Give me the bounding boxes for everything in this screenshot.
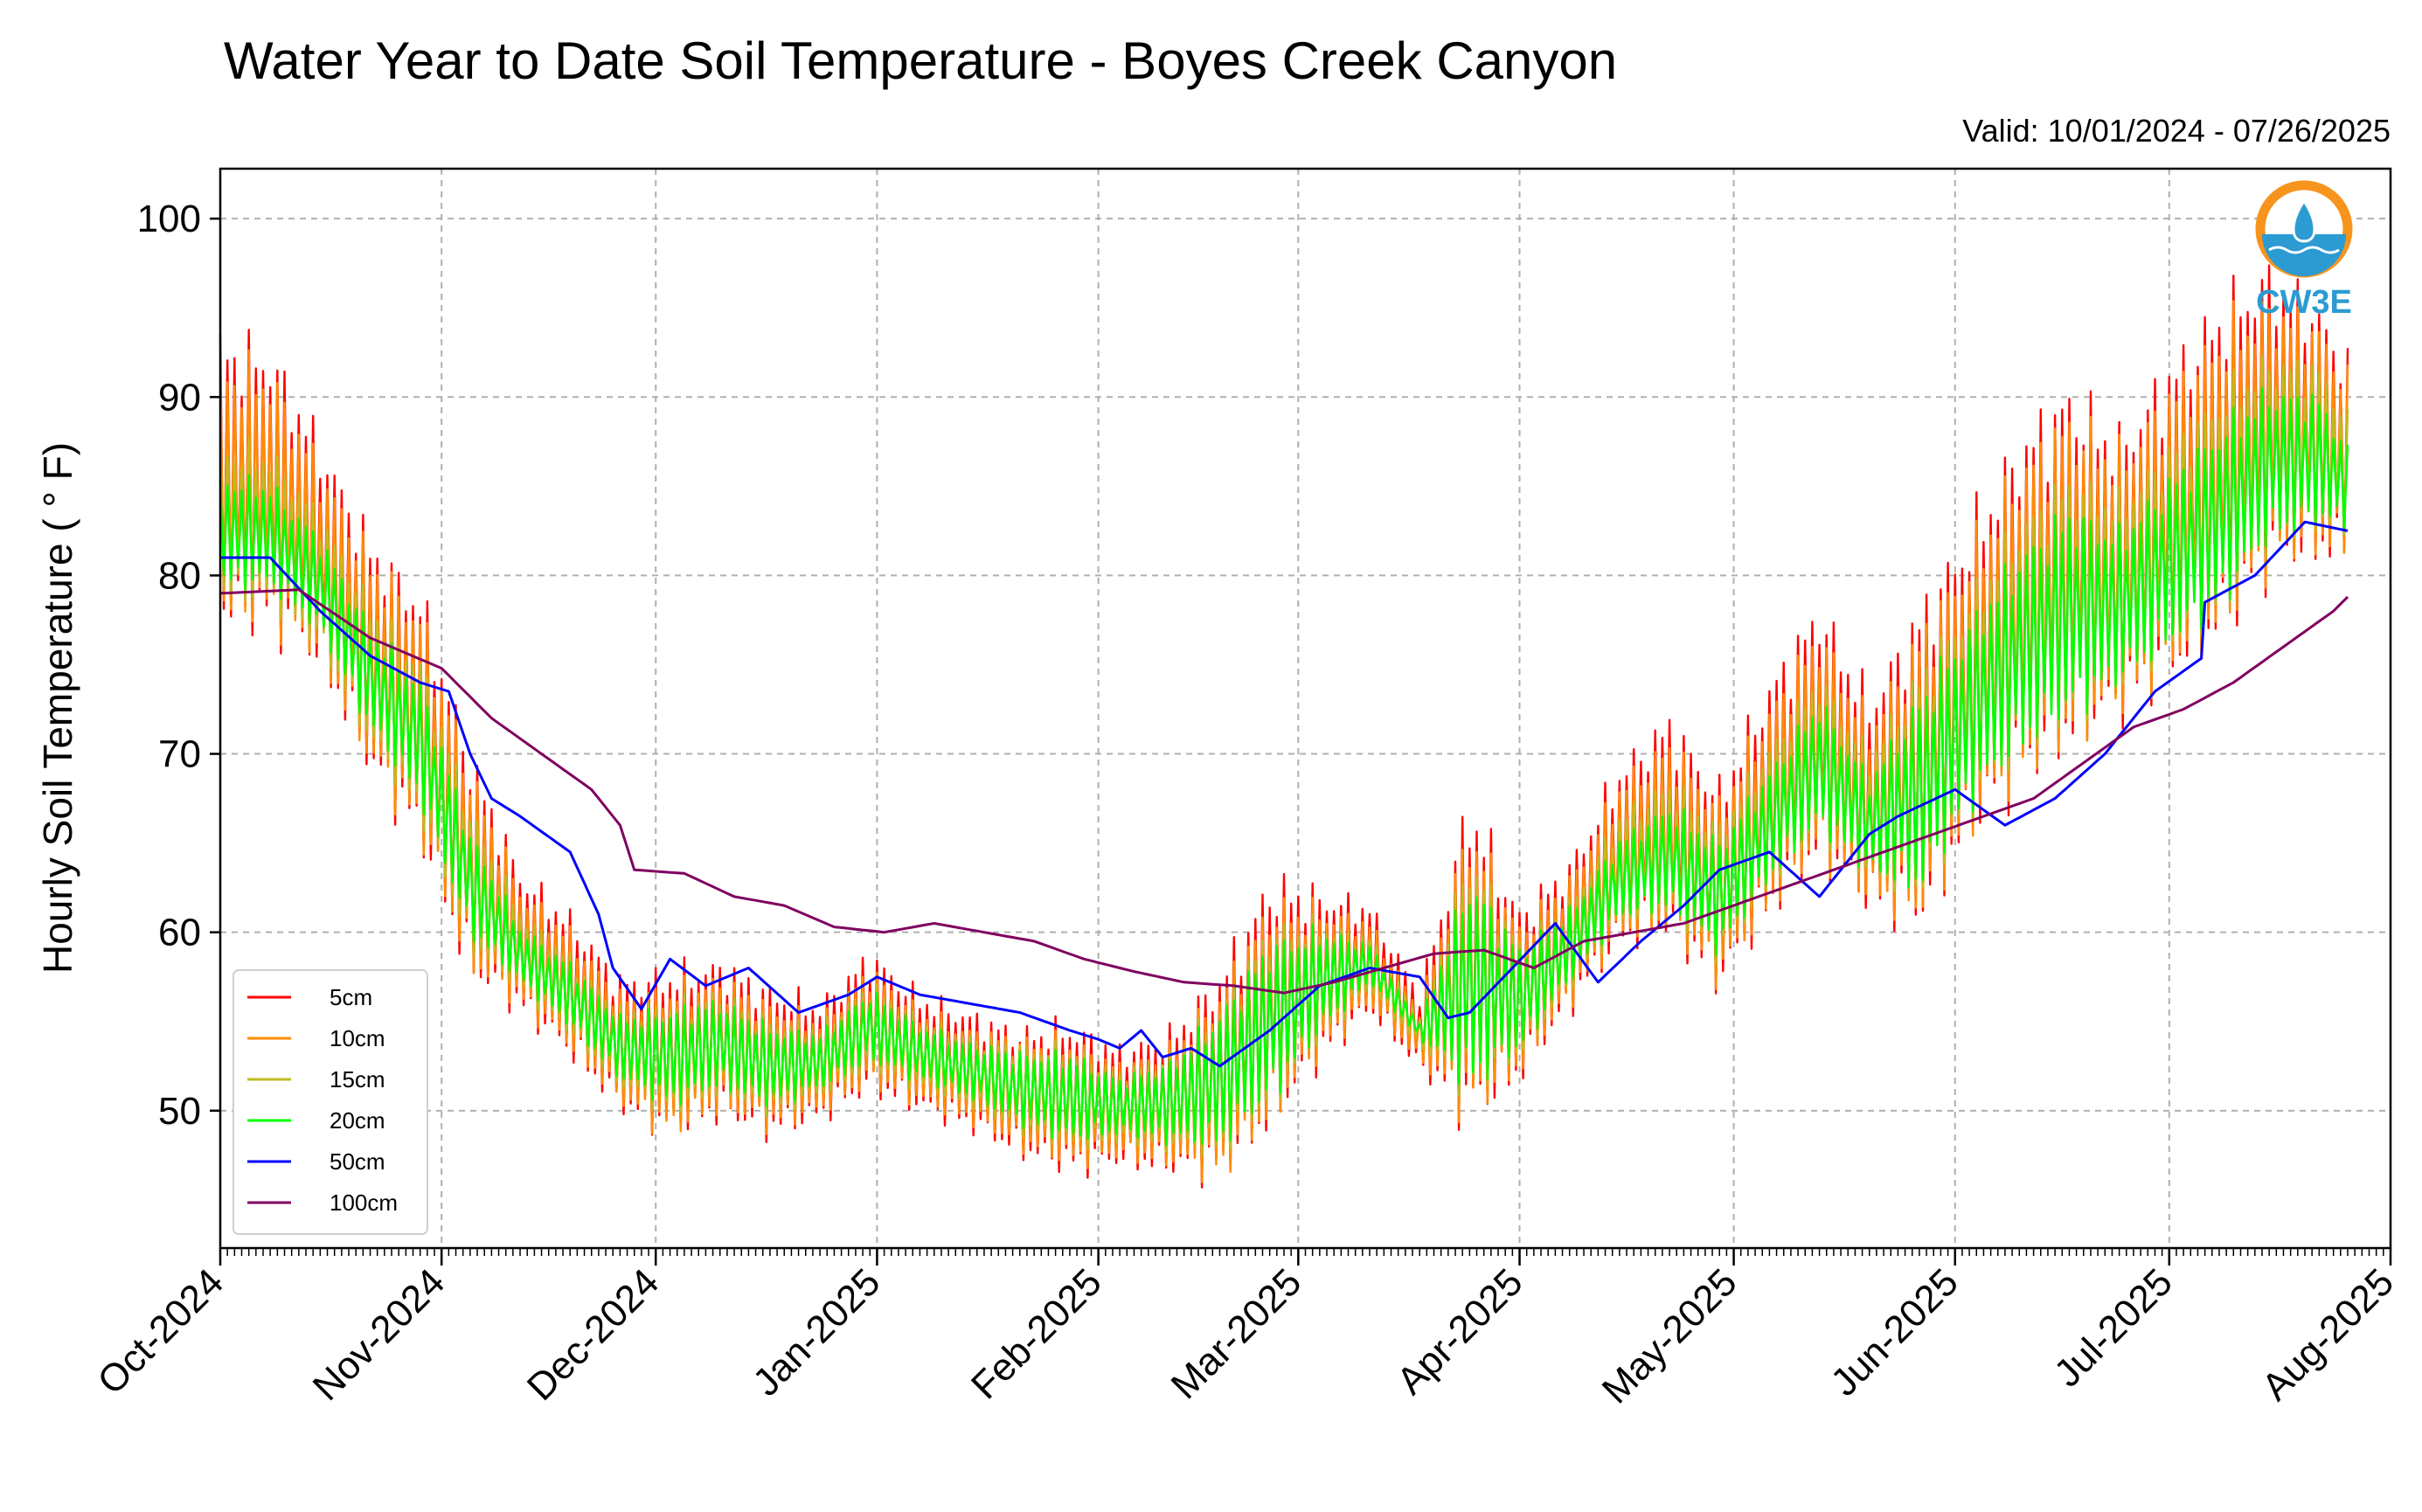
- series-line-50cm: [220, 520, 2349, 1068]
- logo-water-icon: [2262, 234, 2346, 276]
- series-line-5cm: [219, 264, 2349, 1189]
- x-tick-label: May-2025: [1594, 1260, 1745, 1411]
- x-tick-label: Jun-2025: [1822, 1260, 1966, 1404]
- logo-text: CW3E: [2256, 284, 2352, 321]
- x-tick-label: Jul-2025: [2046, 1260, 2181, 1395]
- y-tick-label: 70: [158, 733, 201, 776]
- logo-droplet-icon: [2292, 198, 2316, 243]
- series-line-10cm: [219, 300, 2349, 1183]
- series-line-100cm: [219, 588, 2349, 995]
- y-tick-label: 60: [158, 912, 201, 954]
- series-line-15cm: [219, 355, 2349, 1157]
- legend-label-50cm: 50cm: [330, 1148, 385, 1175]
- x-tick-label: Oct-2024: [89, 1260, 232, 1403]
- chart-subtitle: Valid: 10/01/2024 - 07/26/2025: [1962, 113, 2391, 149]
- x-tick-label: Apr-2025: [1389, 1260, 1531, 1403]
- y-tick-label: 100: [137, 198, 201, 240]
- x-tick-label: Feb-2025: [963, 1260, 1110, 1407]
- y-axis-label: Hourly Soil Temperature ( ° F): [35, 442, 80, 974]
- legend-label-15cm: 15cm: [330, 1066, 385, 1092]
- legend-label-100cm: 100cm: [330, 1189, 398, 1216]
- x-tick-label: Dec-2024: [519, 1260, 668, 1409]
- legend-label-5cm: 5cm: [330, 984, 372, 1010]
- legend-label-10cm: 10cm: [330, 1025, 385, 1051]
- x-tick-label: Jan-2025: [745, 1260, 888, 1404]
- legend-box: [232, 969, 428, 1235]
- x-tick-label: Nov-2024: [305, 1260, 454, 1409]
- legend-label-20cm: 20cm: [330, 1107, 385, 1134]
- chart-title: Water Year to Date Soil Temperature - Bo…: [224, 31, 1617, 90]
- x-tick-label: Mar-2025: [1163, 1260, 1310, 1407]
- logo-wave-icon: [2268, 246, 2340, 254]
- x-tick-label: Aug-2025: [2253, 1260, 2402, 1409]
- y-tick-label: 50: [158, 1090, 201, 1133]
- cw3e-logo: CW3E: [2255, 180, 2353, 321]
- y-tick-label: 80: [158, 554, 201, 597]
- chart-legend: 5cm 10cm 15cm 20cm 50cm 100cm: [232, 969, 428, 1235]
- y-tick-label: 90: [158, 376, 201, 419]
- series-layer: [219, 264, 2349, 1189]
- series-line-20cm: [219, 386, 2349, 1147]
